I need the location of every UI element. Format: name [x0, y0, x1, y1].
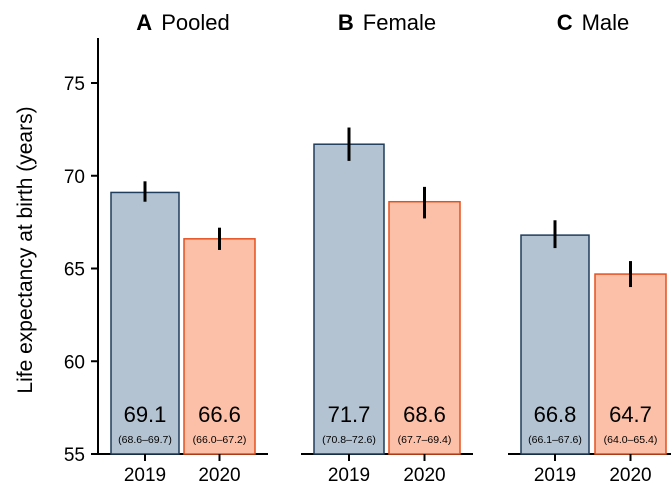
y-tick-label: 60	[64, 352, 85, 373]
y-tick-label: 70	[64, 167, 85, 188]
panel-pooled: A Pooled 69.1 (68.6–69.7) 2019 66.6 (66.0–67.2…	[98, 10, 268, 486]
bar-2019	[520, 234, 590, 455]
ci-label: (67.7–69.4)	[398, 434, 452, 446]
x-tick-label: 2020	[403, 465, 445, 486]
value-label: 64.7	[609, 402, 652, 427]
y-tick-label: 65	[64, 260, 85, 281]
y-tick-label: 75	[64, 74, 85, 95]
x-tick-label: 2020	[609, 465, 651, 486]
bar-2020	[388, 200, 461, 455]
value-label: 71.7	[328, 402, 371, 427]
value-label: 69.1	[124, 402, 167, 427]
panel-name: Female	[363, 10, 436, 35]
x-tick-label: 2020	[198, 465, 240, 486]
y-tick-label: 55	[64, 445, 85, 466]
panel-letter: B	[338, 10, 354, 35]
ci-label: (68.6–69.7)	[118, 434, 172, 446]
y-axis-ticks: 55 60 65 70 75	[64, 74, 98, 466]
chart-panels: A Pooled 69.1 (68.6–69.7) 2019 66.6 (66.0–67.2…	[98, 10, 671, 486]
x-tick-label: 2019	[534, 465, 576, 486]
value-label: 68.6	[403, 402, 446, 427]
panel-title: B Female	[338, 10, 436, 35]
ci-label: (66.1–67.6)	[528, 434, 582, 446]
panel-name: Male	[582, 10, 630, 35]
ci-label: (70.8–72.6)	[322, 434, 376, 446]
value-label: 66.6	[198, 402, 241, 427]
x-tick-label: 2019	[124, 465, 166, 486]
panel-female: B Female 71.7 (70.8–72.6) 2019 68.6 (67.7–69.4…	[301, 10, 473, 486]
y-axis-label: Life expectancy at birth (years)	[14, 106, 37, 393]
panel-male: C Male 66.8 (66.1–67.6) 2019 64.7 (64.0–65.4) 2…	[508, 10, 671, 486]
panel-name: Pooled	[161, 10, 230, 35]
panel-letter: C	[557, 10, 573, 35]
x-tick-label: 2019	[328, 465, 370, 486]
ci-label: (64.0–65.4)	[604, 434, 658, 446]
bar-2020	[594, 273, 667, 455]
panel-title: C Male	[557, 10, 630, 35]
panel-title: A Pooled	[136, 10, 229, 35]
panel-letter: A	[136, 10, 152, 35]
value-label: 66.8	[534, 402, 577, 427]
ci-label: (66.0–67.2)	[193, 434, 247, 446]
